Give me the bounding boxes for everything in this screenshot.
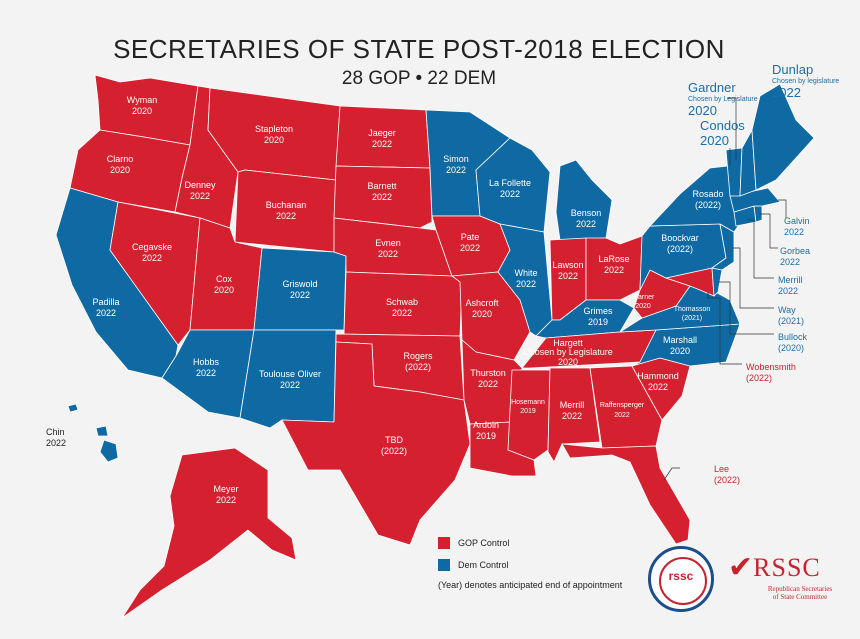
state-wi: [475, 137, 551, 233]
dem-swatch: [438, 559, 450, 571]
label-mo: Ashcroft 2020: [465, 298, 499, 319]
state-sd: [333, 165, 433, 229]
state-wy: [234, 169, 337, 253]
state-tx: [281, 341, 471, 546]
state-hi-big-island: [99, 439, 119, 463]
state-ms: [507, 369, 551, 461]
label-me: Dunlap Chosen by legislature 2022: [772, 62, 839, 100]
label-ms: Hosemann 2019: [511, 399, 545, 415]
state-mi: [555, 159, 613, 241]
map-subtitle: 28 GOP • 22 DEM: [341, 68, 497, 89]
label-ar: Thurston 2022: [470, 368, 506, 389]
legend: GOP Control Dem Control (Year) denotes a…: [438, 532, 622, 590]
label-pa: Boockvar (2022): [661, 233, 699, 254]
state-il: [497, 223, 553, 337]
label-az: Hobbs 2022: [193, 357, 220, 378]
state-fl: [561, 443, 691, 545]
state-co: [253, 247, 347, 331]
map-title: SECRETARIES OF STATE POST-2018 ELECTION: [113, 34, 725, 64]
rssc-line2: of State Committee: [772, 593, 828, 601]
label-vt: Condos 2020: [700, 118, 745, 148]
label-al: Merrill 2022: [560, 400, 585, 421]
rssc-logo: ✔RSSC Republican Secretaries of State Co…: [728, 550, 850, 601]
label-tx: TBD (2022): [381, 435, 407, 456]
rssc-line1: Republican Secretaries: [767, 585, 833, 593]
label-wy: Buchanan 2022: [266, 200, 307, 221]
legend-note: (Year) denotes anticipated end of appoin…: [438, 580, 623, 590]
label-ne: Evnen 2022: [375, 238, 401, 259]
seal-text: rssc: [668, 569, 694, 583]
label-id: Denney 2022: [184, 180, 216, 201]
label-nm: Toulouse Oliver 2022: [259, 369, 321, 390]
label-mi: Benson 2022: [571, 208, 602, 229]
checkmark-icon: ✔: [728, 551, 754, 584]
label-wv: Warner 2020: [632, 294, 655, 310]
label-ut: Cox 2020: [214, 274, 234, 295]
label-nh: Gardner Chosen by Legislature 2020: [688, 80, 758, 118]
legend-dem: Dem Control: [438, 554, 622, 576]
label-hi: Chin 2022: [46, 427, 66, 448]
label-sd: Barnett 2022: [367, 181, 397, 202]
label-ok: Rogers (2022): [403, 351, 433, 372]
label-co: Griswold 2022: [282, 279, 317, 300]
label-nv: Cegavske 2022: [132, 242, 172, 263]
label-mt: Stapleton 2020: [255, 124, 293, 145]
callout-lines: [663, 97, 787, 481]
state-ga: [589, 365, 663, 449]
legend-gop-label: GOP Control: [458, 538, 510, 548]
rssc-seal-logo: rssc: [648, 546, 714, 612]
label-fl: Lee (2022): [714, 464, 740, 485]
state-hi: [67, 403, 79, 413]
state-nm: [239, 329, 337, 429]
label-ks: Schwab 2022: [386, 297, 418, 318]
label-ga: Raffensperger 2022: [600, 402, 645, 419]
label-wi: La Follette 2022: [489, 178, 531, 199]
label-nc: Marshall 2020: [663, 335, 697, 356]
label-oh: LaRose 2022: [598, 254, 629, 275]
label-la: Ardoin 2019: [473, 420, 499, 441]
label-de: Bullock (2020): [778, 332, 808, 353]
label-ia: Pate 2022: [460, 232, 480, 253]
label-ct: Merrill 2022: [778, 275, 803, 296]
legend-dem-label: Dem Control: [458, 560, 509, 570]
gop-swatch: [438, 537, 450, 549]
legend-gop: GOP Control: [438, 532, 622, 554]
label-tn: Hargett Chosen by Legislature 2020: [523, 338, 613, 367]
label-ky: Grimes 2019: [584, 306, 613, 327]
state-me: [751, 83, 815, 191]
label-or: Clarno 2020: [107, 154, 134, 175]
label-il: White 2022: [514, 268, 537, 289]
label-md: Wobensmith (2022): [746, 362, 796, 383]
label-nd: Jaeger 2022: [368, 128, 396, 149]
label-va: Thomasson (2021): [674, 306, 711, 322]
label-wa: Wyman 2020: [127, 95, 157, 116]
label-ri: Gorbea 2022: [780, 246, 810, 267]
label-ma: Galvin 2022: [784, 216, 810, 237]
label-ak: Meyer 2022: [213, 484, 238, 505]
state-hi-maui: [95, 425, 109, 437]
label-mn: Simon 2022: [443, 154, 469, 175]
label-in: Lawson 2022: [552, 260, 583, 281]
label-ca: Padilla 2022: [92, 297, 119, 318]
state-nv: [109, 201, 201, 346]
label-sc: Hammond 2022: [637, 371, 679, 392]
state-ak: [121, 447, 297, 619]
label-ny: Rosado (2022): [692, 189, 723, 210]
label-nj: Way (2021): [778, 305, 804, 326]
rssc-name: RSSC: [753, 552, 821, 582]
